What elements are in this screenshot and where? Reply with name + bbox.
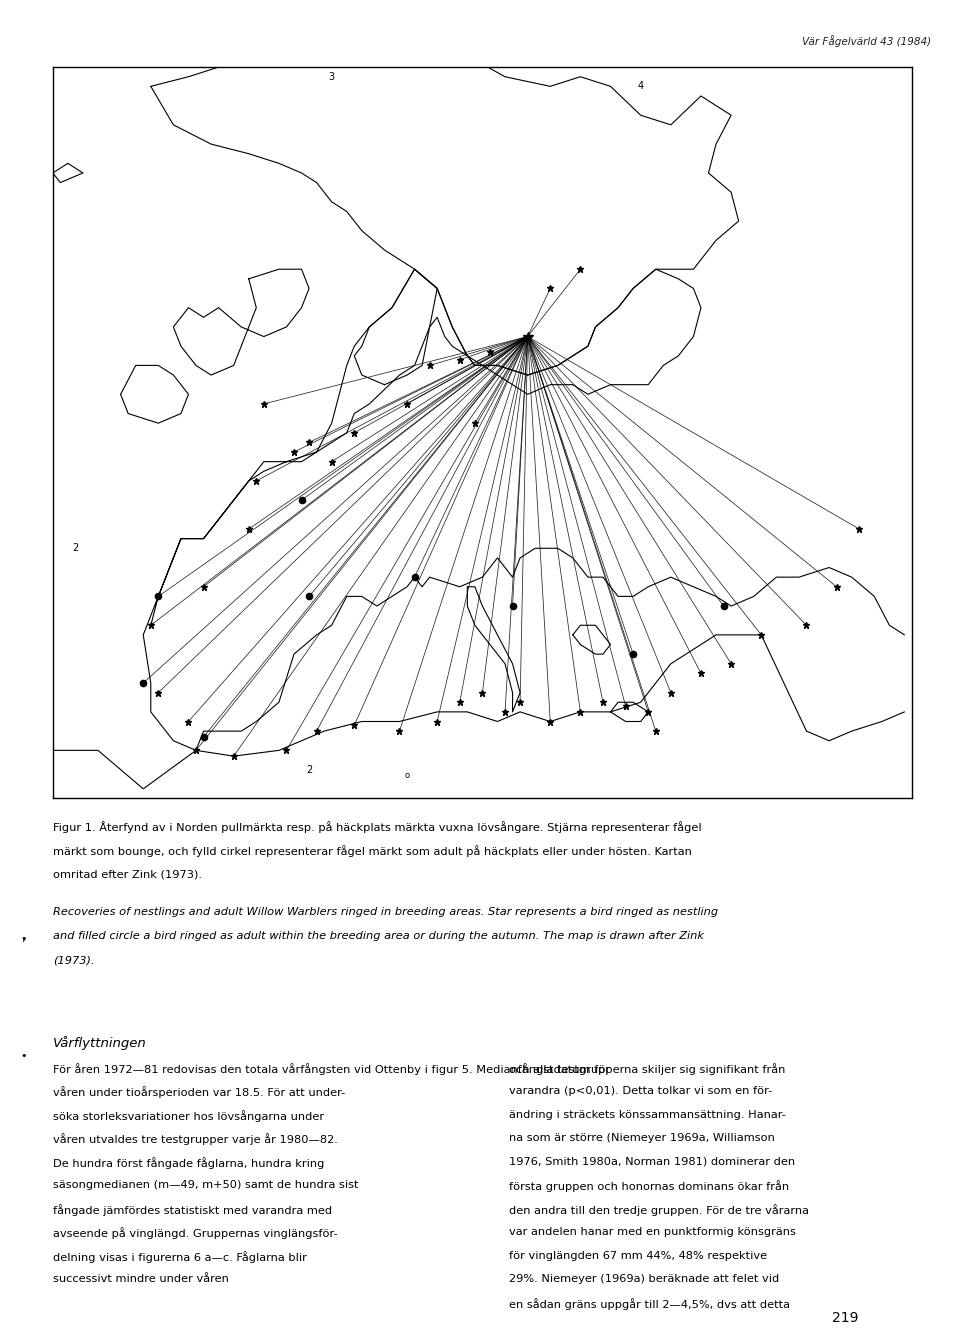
- Text: första gruppen och honornas dominans ökar från: första gruppen och honornas dominans öka…: [509, 1181, 789, 1192]
- Text: •: •: [21, 1051, 27, 1062]
- Text: Recoveries of nestlings and adult Willow Warblers ringed in breeding areas. Star: Recoveries of nestlings and adult Willow…: [53, 907, 718, 917]
- Text: 29%. Niemeyer (1969a) beräknade att felet vid: 29%. Niemeyer (1969a) beräknade att fele…: [509, 1275, 780, 1284]
- Text: ändring i sträckets könssammansättning. Hanar-: ändring i sträckets könssammansättning. …: [509, 1110, 785, 1119]
- Text: successivt mindre under våren: successivt mindre under våren: [53, 1275, 228, 1284]
- Text: omritad efter Zink (1973).: omritad efter Zink (1973).: [53, 870, 202, 879]
- Text: Vär Fågelvärld 43 (1984): Vär Fågelvärld 43 (1984): [802, 35, 931, 47]
- Text: För åren 1972—81 redovisas den totala vårfångsten vid Ottenby i figur 5. Medianf: För åren 1972—81 redovisas den totala vå…: [53, 1063, 610, 1075]
- Text: avseende på vinglängd. Gruppernas vinglängsför-: avseende på vinglängd. Gruppernas vinglä…: [53, 1227, 337, 1239]
- Text: (1973).: (1973).: [53, 956, 94, 965]
- Text: De hundra först fångade fåglarna, hundra kring: De hundra först fångade fåglarna, hundra…: [53, 1157, 324, 1169]
- Text: den andra till den tredje gruppen. För de tre vårarna: den andra till den tredje gruppen. För d…: [509, 1204, 808, 1216]
- Text: våren utvaldes tre testgrupper varje år 1980—82.: våren utvaldes tre testgrupper varje år …: [53, 1133, 338, 1145]
- Text: märkt som bounge, och fylld cirkel representerar fågel märkt som adult på häckpl: märkt som bounge, och fylld cirkel repre…: [53, 845, 691, 858]
- Text: •: •: [21, 934, 27, 945]
- Text: 2: 2: [72, 544, 79, 553]
- Text: 1976, Smith 1980a, Norman 1981) dominerar den: 1976, Smith 1980a, Norman 1981) dominera…: [509, 1157, 795, 1166]
- Text: en sådan gräns uppgår till 2—4,5%, dvs att detta: en sådan gräns uppgår till 2—4,5%, dvs a…: [509, 1298, 790, 1310]
- Text: för vinglängden 67 mm 44%, 48% respektive: för vinglängden 67 mm 44%, 48% respektiv…: [509, 1251, 767, 1260]
- Text: söka storleksvariationer hos lövsångarna under: söka storleksvariationer hos lövsångarna…: [53, 1110, 324, 1122]
- Text: na som är större (Niemeyer 1969a, Williamson: na som är större (Niemeyer 1969a, Willia…: [509, 1133, 775, 1143]
- Text: o: o: [404, 770, 410, 780]
- Text: ,: ,: [22, 931, 26, 945]
- Text: säsongmedianen (m—49, m+50) samt de hundra sist: säsongmedianen (m—49, m+50) samt de hund…: [53, 1181, 358, 1190]
- Text: fångade jämfördes statistiskt med varandra med: fångade jämfördes statistiskt med varand…: [53, 1204, 332, 1216]
- Text: våren under tioårsperioden var 18.5. För att under-: våren under tioårsperioden var 18.5. För…: [53, 1087, 345, 1098]
- Text: Figur 1. Återfynd av i Norden pullmärkta resp. på häckplats märkta vuxna lövsång: Figur 1. Återfynd av i Norden pullmärkta…: [53, 821, 702, 833]
- Text: var andelen hanar med en punktformig könsgräns: var andelen hanar med en punktformig kön…: [509, 1227, 796, 1237]
- Text: 3: 3: [328, 71, 335, 82]
- Text: Vårflyttningen: Vårflyttningen: [53, 1036, 147, 1049]
- Text: varandra (p<0,01). Detta tolkar vi som en för-: varandra (p<0,01). Detta tolkar vi som e…: [509, 1087, 772, 1096]
- Text: 2: 2: [306, 765, 312, 774]
- Text: 4: 4: [637, 82, 644, 91]
- Text: och alla testgrupperna skiljer sig signifikant från: och alla testgrupperna skiljer sig signi…: [509, 1063, 785, 1075]
- Text: delning visas i figurerna 6 a—c. Fåglarna blir: delning visas i figurerna 6 a—c. Fåglarn…: [53, 1251, 306, 1263]
- Text: and filled circle a bird ringed as adult within the breeding area or during the : and filled circle a bird ringed as adult…: [53, 931, 704, 941]
- Text: 219: 219: [831, 1311, 858, 1325]
